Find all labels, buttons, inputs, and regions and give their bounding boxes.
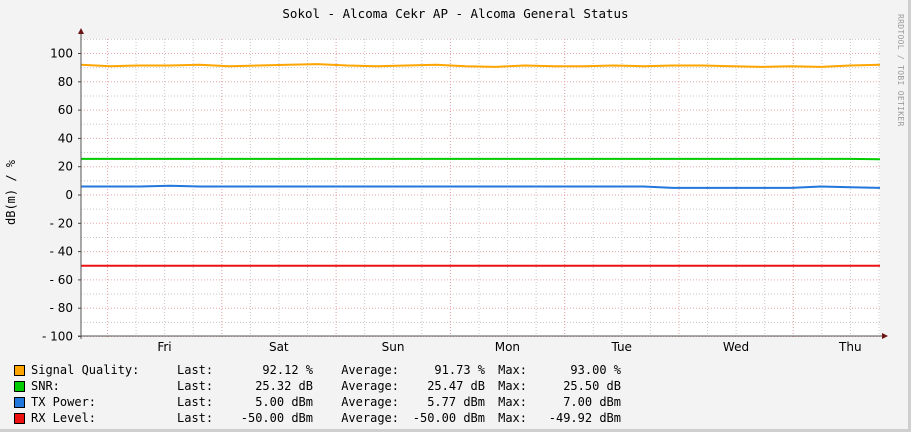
chart-plot-area: 100 80 60 40 20 0 - 20 - 40 - 60 - 80 - 100 Fri Sat S… [42, 28, 888, 354]
legend-last-value: 5.00 dBm [255, 394, 313, 409]
y-tick-label: 20 [58, 160, 73, 174]
legend-row: RX Level: Last: -50.00 dBm Average: -50.00 d… [14, 410, 621, 426]
y-tick-label: 0 [65, 188, 73, 202]
rrdtool-credit: RRDTOOL / TOBI OETIKER [896, 14, 905, 127]
legend-max-value: 93.00 % [570, 362, 621, 377]
legend-row: Signal Quality: Last: 92.12 % Average: 91.73… [14, 362, 621, 378]
x-tick-label: Wed [723, 340, 749, 354]
x-axis-arrow-icon [882, 333, 888, 339]
legend-swatch-icon [14, 396, 25, 408]
legend-swatch-icon [14, 364, 25, 376]
legend-max-label: Max: [498, 394, 527, 409]
y-tick-label: 100 [50, 47, 73, 61]
legend-avg-label: Average: [341, 378, 399, 393]
y-tick-label: 60 [58, 103, 73, 117]
legend-max-label: Max: [498, 378, 527, 393]
legend-swatch-icon [14, 412, 25, 424]
y-tick-label: - 40 [50, 245, 73, 259]
legend-avg-value: 91.73 % [434, 362, 485, 377]
chart-title: Sokol - Alcoma Cekr AP - Alcoma General … [282, 6, 629, 21]
x-tick-label: Fri [157, 340, 171, 354]
legend-row: SNR: Last: 25.32 dB Average: 25.47 dB Max: 25.… [14, 378, 621, 394]
legend-series-name: SNR: [31, 378, 60, 393]
legend: Signal Quality: Last: 92.12 % Average: 91.73… [14, 362, 621, 426]
legend-avg-value: 25.47 dB [427, 378, 485, 393]
x-tick-label: Sat [269, 340, 289, 354]
legend-max-label: Max: [498, 362, 527, 377]
y-tick-label: - 80 [50, 301, 73, 315]
legend-swatch-icon [14, 380, 25, 392]
legend-last-value: 25.32 dB [255, 378, 313, 393]
legend-avg-label: Average: [341, 394, 399, 409]
legend-avg-value: 5.77 dBm [427, 394, 485, 409]
x-tick-label: Sun [382, 340, 405, 354]
bottom-border [0, 429, 911, 432]
y-axis-arrow-icon [78, 28, 84, 34]
legend-avg-value: -50.00 dBm [412, 410, 485, 425]
legend-last-label: Last: [177, 410, 214, 425]
x-tick-label: Mon [495, 340, 520, 354]
legend-avg-label: Average: [341, 410, 399, 425]
legend-max-value: -49.92 dBm [548, 410, 621, 425]
legend-max-value: 25.50 dB [563, 378, 621, 393]
legend-last-value: -50.00 dBm [240, 410, 313, 425]
series-line-tx-power [81, 184, 881, 189]
y-tick-label: - 20 [50, 216, 73, 230]
legend-series-name: TX Power: [31, 394, 97, 409]
legend-row: TX Power: Last: 5.00 dBm Average: 5.77 dBm Ma… [14, 394, 621, 410]
y-tick-label: 40 [58, 131, 73, 145]
y-tick-label: - 60 [50, 273, 73, 287]
legend-series-name: Signal Quality: [31, 362, 140, 377]
y-tick-label: - 100 [42, 330, 73, 344]
legend-last-label: Last: [177, 362, 214, 377]
legend-last-label: Last: [177, 378, 214, 393]
legend-avg-label: Average: [341, 362, 399, 377]
x-tick-label: Thu [838, 340, 862, 354]
y-tick-label: 80 [58, 75, 73, 89]
x-tick-label: Tue [610, 340, 632, 354]
legend-max-label: Max: [498, 410, 527, 425]
right-border [908, 0, 911, 432]
legend-last-value: 92.12 % [262, 362, 313, 377]
legend-max-value: 7.00 dBm [563, 394, 621, 409]
legend-series-name: RX Level: [31, 410, 97, 425]
legend-last-label: Last: [177, 394, 214, 409]
series-line-signal-quality [80, 63, 881, 68]
